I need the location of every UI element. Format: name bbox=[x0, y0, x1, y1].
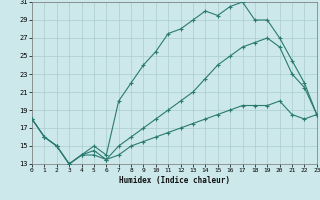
X-axis label: Humidex (Indice chaleur): Humidex (Indice chaleur) bbox=[119, 176, 230, 185]
